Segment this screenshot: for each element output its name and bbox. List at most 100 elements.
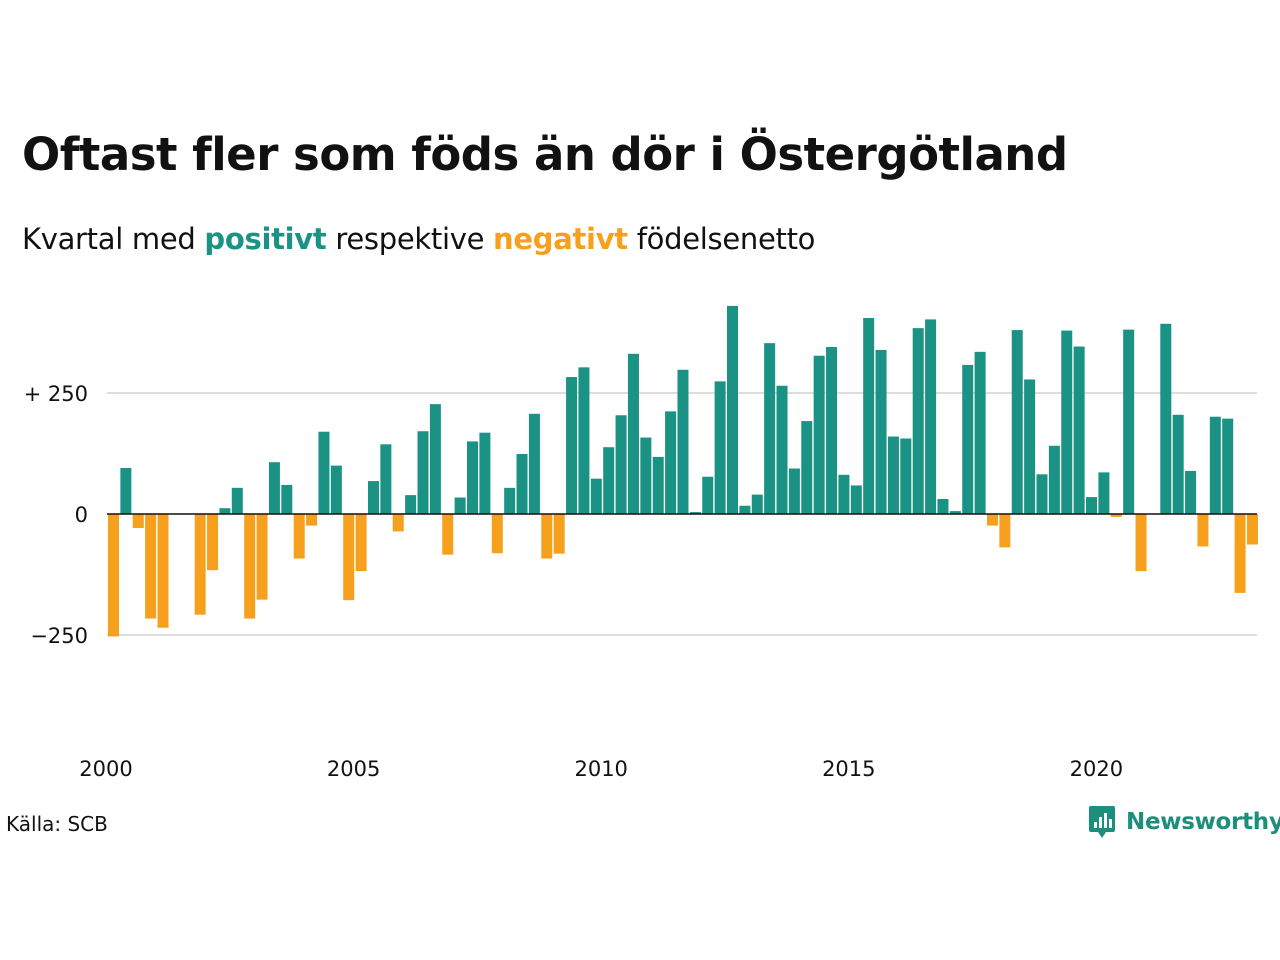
newsworthy-brand: Newsworthy <box>1088 804 1280 840</box>
bar-positive <box>479 432 491 514</box>
bar-negative <box>355 514 367 572</box>
bar-positive <box>1160 323 1172 514</box>
bar-positive <box>417 431 429 514</box>
bar-positive <box>887 436 899 514</box>
bar-negative <box>553 514 565 554</box>
bar-positive <box>665 411 677 514</box>
source-note: Källa: SCB <box>6 812 108 836</box>
bar-positive <box>962 364 974 514</box>
bar-negative <box>293 514 305 559</box>
x-tick-label: 2010 <box>574 757 627 781</box>
bar-positive <box>652 456 664 514</box>
bar-positive <box>739 505 751 514</box>
subtitle-suffix: födelsenetto <box>627 222 816 256</box>
bar-positive <box>516 453 528 514</box>
bar-positive <box>900 438 912 514</box>
subtitle-negative: negativt <box>493 222 628 256</box>
bar-positive <box>219 508 231 514</box>
y-axis-ticks: + 250 0 −250 <box>24 382 88 648</box>
y-tick-label: + 250 <box>24 382 88 406</box>
bar-negative <box>244 514 256 619</box>
bar-positive <box>578 367 590 514</box>
bar-positive <box>1123 329 1135 514</box>
bar-positive <box>677 369 689 514</box>
bar-negative <box>1234 514 1246 593</box>
bar-positive <box>875 349 887 514</box>
bar-positive <box>281 484 293 514</box>
bar-positive <box>714 381 726 514</box>
x-tick-label: 2005 <box>327 757 380 781</box>
x-tick-label: 2020 <box>1070 757 1123 781</box>
bar-positive <box>1185 470 1197 514</box>
bar-positive <box>702 476 714 514</box>
x-tick-label: 2000 <box>79 757 132 781</box>
bar-positive <box>813 355 825 514</box>
bar-positive <box>566 377 578 514</box>
bar-positive <box>974 351 986 514</box>
bar-negative <box>442 514 454 555</box>
bar-positive <box>640 437 652 514</box>
bar-negative <box>1110 514 1122 517</box>
bar-positive <box>268 462 280 514</box>
bar-positive <box>1036 474 1048 514</box>
bar-negative <box>132 514 144 529</box>
bar-positive <box>1024 379 1036 514</box>
bar-positive <box>1048 445 1060 514</box>
y-tick-label: −250 <box>30 624 88 648</box>
y-tick-label: 0 <box>75 503 88 527</box>
bar-negative <box>256 514 268 600</box>
bar-positive <box>1098 472 1110 514</box>
bar-positive <box>467 441 479 514</box>
bar-positive <box>838 474 850 514</box>
bar-positive <box>1209 416 1221 514</box>
bar-positive <box>912 328 924 514</box>
bar-negative <box>1135 514 1147 572</box>
bar-positive <box>380 444 392 514</box>
bar-positive <box>1222 418 1234 514</box>
bar-negative <box>207 514 219 571</box>
bar-positive <box>689 512 701 514</box>
x-tick-label: 2015 <box>822 757 875 781</box>
bar-positive <box>429 404 441 514</box>
bar-negative <box>1246 514 1258 545</box>
bar-negative <box>108 514 119 637</box>
bar-positive <box>504 487 516 514</box>
bar-positive <box>318 431 330 514</box>
subtitle-prefix: Kvartal med <box>22 222 205 256</box>
bar-negative <box>986 514 998 526</box>
subtitle-middle: respektive <box>326 222 494 256</box>
chart-subtitle: Kvartal med positivt respektive negativt… <box>22 222 815 256</box>
bar-positive <box>367 481 379 514</box>
bar-positive <box>751 494 763 514</box>
bar-positive <box>405 495 417 514</box>
bar-positive <box>801 421 813 514</box>
bar-negative <box>343 514 355 601</box>
bars <box>108 305 1258 637</box>
bar-positive <box>788 468 800 514</box>
bar-positive <box>615 415 627 514</box>
bar-positive <box>454 497 466 514</box>
bar-positive <box>776 385 788 514</box>
bar-negative <box>157 514 169 628</box>
bar-positive <box>863 317 875 514</box>
bar-positive <box>925 319 937 514</box>
bar-positive <box>850 485 862 514</box>
chart-title: Oftast fler som föds än dör i Östergötla… <box>22 128 1068 181</box>
bar-positive <box>1011 330 1023 514</box>
bar-positive <box>764 343 776 514</box>
bar-positive <box>590 478 602 514</box>
bar-negative <box>392 514 404 532</box>
bar-negative <box>145 514 157 619</box>
bar-negative <box>541 514 553 559</box>
bar-negative <box>491 514 503 554</box>
brand-name: Newsworthy <box>1126 809 1280 835</box>
bar-positive <box>1172 414 1184 514</box>
bar-positive <box>1061 330 1073 514</box>
bar-negative <box>999 514 1011 548</box>
newsworthy-logo-icon <box>1089 806 1115 838</box>
bar-positive <box>330 465 342 514</box>
bar-positive <box>627 353 639 514</box>
bar-positive <box>231 487 243 514</box>
bar-positive <box>1073 346 1085 514</box>
